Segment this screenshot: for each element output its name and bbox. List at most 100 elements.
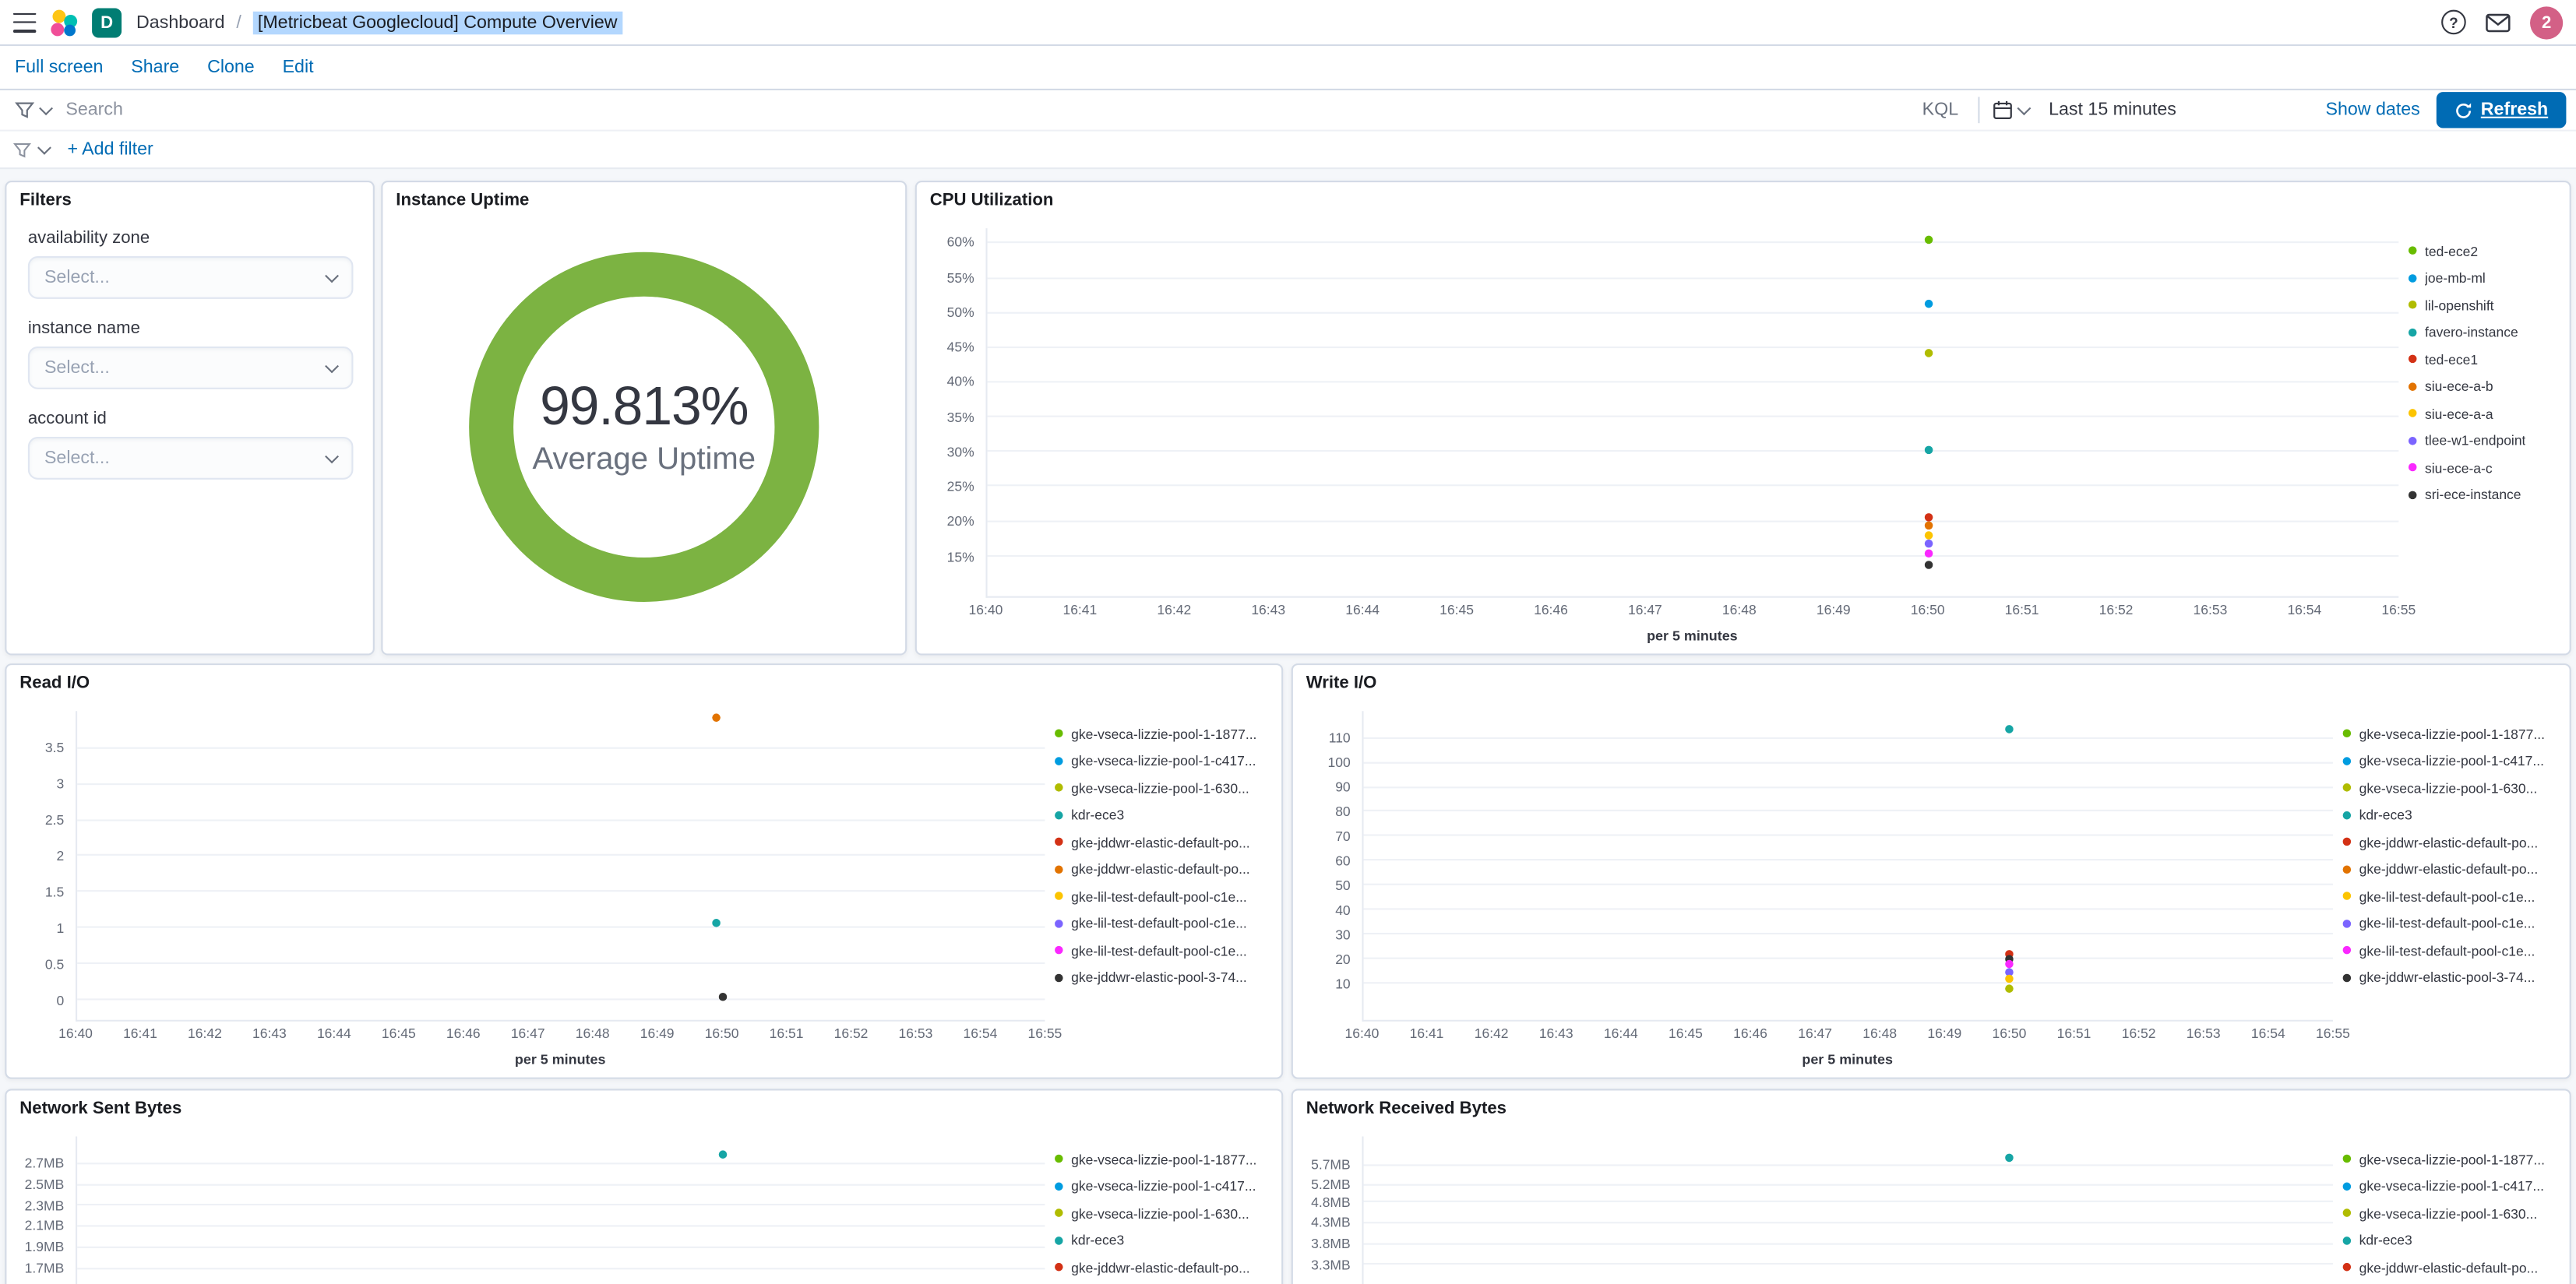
legend-item[interactable]: gke-vseca-lizzie-pool-1-c417... <box>2342 1177 2560 1194</box>
gridline <box>987 554 2399 557</box>
filter-icon[interactable] <box>12 140 31 158</box>
legend-item[interactable]: gke-jddwr-elastic-pool-3-74... <box>2342 968 2560 986</box>
y-tick-label: 10 <box>1335 975 1351 992</box>
legend-item[interactable]: gke-vseca-lizzie-pool-1-1877... <box>1055 1149 1271 1167</box>
chevron-down-icon <box>325 268 339 283</box>
time-range-value[interactable]: Last 15 minutes <box>2049 100 2176 120</box>
gridline <box>1363 908 2333 910</box>
y-tick-label: 3.8MB <box>1311 1235 1351 1252</box>
legend-item[interactable]: gke-vseca-lizzie-pool-1-630... <box>2342 1204 2560 1222</box>
saved-query-menu-button[interactable] <box>10 100 62 120</box>
y-tick-label: 50% <box>946 304 974 321</box>
chevron-down-icon <box>2017 100 2032 115</box>
legend-item[interactable]: gke-vseca-lizzie-pool-1-1877... <box>2342 724 2560 742</box>
filter-control: instance name Select... <box>27 318 354 389</box>
legend-item[interactable]: kdr-ece3 <box>1055 806 1271 824</box>
kql-toggle[interactable]: KQL <box>1922 100 1959 120</box>
account-id-select[interactable]: Select... <box>27 437 354 480</box>
legend-item[interactable]: gke-lil-test-default-pool-c1e... <box>2342 887 2560 905</box>
legend-item[interactable]: tlee-w1-endpoint <box>2408 431 2560 449</box>
x-tick-label: 16:41 <box>1062 600 1098 618</box>
legend-item[interactable]: gke-jddwr-elastic-default-po... <box>2342 832 2560 850</box>
legend-item[interactable]: siu-ece-a-b <box>2408 377 2560 395</box>
legend-item[interactable]: kdr-ece3 <box>2342 806 2560 824</box>
legend-item[interactable]: gke-jddwr-elastic-default-po... <box>1055 1258 1271 1276</box>
legend-item[interactable]: siu-ece-a-c <box>2408 458 2560 476</box>
legend-color-dot <box>2408 435 2417 445</box>
help-icon[interactable]: ? <box>2441 9 2466 35</box>
gridline <box>1363 859 2333 861</box>
availability-zone-select[interactable]: Select... <box>27 256 354 299</box>
share-link[interactable]: Share <box>131 57 180 78</box>
legend-item[interactable]: gke-vseca-lizzie-pool-1-630... <box>2342 779 2560 797</box>
search-input[interactable] <box>62 88 1903 132</box>
legend-item[interactable]: gke-jddwr-elastic-pool-3-74... <box>1055 968 1271 986</box>
plot-area <box>985 228 2399 598</box>
x-tick-label: 16:51 <box>2056 1025 2091 1042</box>
data-point <box>718 1150 727 1159</box>
legend-item[interactable]: gke-vseca-lizzie-pool-1-630... <box>1055 779 1271 797</box>
legend-label: kdr-ece3 <box>1071 1231 1125 1248</box>
instance-name-select[interactable]: Select... <box>27 347 354 389</box>
legend-item[interactable]: ted-ece2 <box>2408 241 2560 259</box>
x-tick-label: 16:51 <box>769 1025 804 1042</box>
legend-label: ted-ece1 <box>2425 350 2479 368</box>
legend-item[interactable]: gke-jddwr-elastic-default-po... <box>2342 860 2560 878</box>
legend-item[interactable]: gke-jddwr-elastic-default-po... <box>2342 1258 2560 1276</box>
legend-item[interactable]: joe-mb-ml <box>2408 269 2560 287</box>
x-tick-label: 16:46 <box>1733 1025 1767 1042</box>
legend-item[interactable]: gke-lil-test-default-pool-c1e... <box>2342 941 2560 959</box>
x-tick-label: 16:41 <box>1409 1025 1444 1042</box>
refresh-button[interactable]: Refresh <box>2436 92 2567 128</box>
legend-item[interactable]: gke-lil-test-default-pool-c1e... <box>2342 914 2560 932</box>
legend-label: gke-jddwr-elastic-default-po... <box>2359 860 2539 878</box>
data-point <box>1924 236 1933 244</box>
legend-item[interactable]: gke-jddwr-elastic-default-po... <box>1055 860 1271 878</box>
calendar-menu-button[interactable] <box>1980 100 2042 120</box>
legend-label: gke-lil-test-default-pool-c1e... <box>1071 941 1247 959</box>
add-filter-link[interactable]: + Add filter <box>67 139 153 160</box>
legend-item[interactable]: gke-vseca-lizzie-pool-1-c417... <box>2342 751 2560 769</box>
legend-item[interactable]: gke-vseca-lizzie-pool-1-1877... <box>1055 724 1271 742</box>
legend-color-dot <box>2408 463 2417 472</box>
plot-area <box>1362 1136 2333 1284</box>
legend-item[interactable]: siu-ece-a-a <box>2408 404 2560 422</box>
y-tick-label: 1.5 <box>44 883 65 900</box>
legend-label: gke-vseca-lizzie-pool-1-1877... <box>1071 725 1257 742</box>
breadcrumb[interactable]: Dashboard <box>136 12 225 33</box>
gridline <box>77 747 1045 749</box>
menu-icon[interactable] <box>12 12 37 33</box>
legend-color-dot <box>2342 729 2352 737</box>
legend-label: gke-vseca-lizzie-pool-1-1877... <box>2359 1150 2545 1167</box>
legend-item[interactable]: gke-lil-test-default-pool-c1e... <box>1055 887 1271 905</box>
chevron-down-icon[interactable] <box>37 139 51 154</box>
clone-link[interactable]: Clone <box>207 57 255 78</box>
mail-icon[interactable] <box>2486 12 2511 32</box>
legend-item[interactable]: gke-vseca-lizzie-pool-1-1877... <box>2342 1149 2560 1167</box>
y-tick-label: 5.7MB <box>1311 1155 1351 1173</box>
legend: gke-vseca-lizzie-pool-1-1877... gke-vseca… <box>1055 702 1271 1071</box>
user-avatar[interactable]: 2 <box>2530 5 2564 39</box>
legend-item[interactable]: gke-vseca-lizzie-pool-1-c417... <box>1055 751 1271 769</box>
gridline <box>77 1267 1045 1269</box>
legend-item[interactable]: favero-instance <box>2408 322 2560 340</box>
legend-item[interactable]: gke-lil-test-default-pool-c1e... <box>1055 914 1271 932</box>
legend-item[interactable]: gke-vseca-lizzie-pool-1-630... <box>1055 1204 1271 1222</box>
legend-item[interactable]: gke-vseca-lizzie-pool-1-c417... <box>1055 1177 1271 1194</box>
legend-item[interactable]: ted-ece1 <box>2408 350 2560 368</box>
legend-item[interactable]: kdr-ece3 <box>1055 1231 1271 1249</box>
show-dates-link[interactable]: Show dates <box>2325 100 2420 120</box>
legend-item[interactable]: kdr-ece3 <box>2342 1231 2560 1249</box>
edit-link[interactable]: Edit <box>282 57 314 78</box>
legend-item[interactable]: gke-lil-test-default-pool-c1e... <box>1055 941 1271 959</box>
full-screen-link[interactable]: Full screen <box>14 57 104 78</box>
y-tick-label: 3.3MB <box>1311 1256 1351 1273</box>
legend-item[interactable]: gke-jddwr-elastic-default-po... <box>1055 832 1271 850</box>
x-tick-label: 16:50 <box>704 1025 739 1042</box>
legend-item[interactable]: sri-ece-instance <box>2408 485 2560 503</box>
space-avatar[interactable]: D <box>92 7 122 37</box>
legend-item[interactable]: lil-openshift <box>2408 296 2560 314</box>
elastic-logo[interactable] <box>51 9 78 36</box>
legend-color-dot <box>2408 382 2417 390</box>
data-point <box>711 714 721 723</box>
